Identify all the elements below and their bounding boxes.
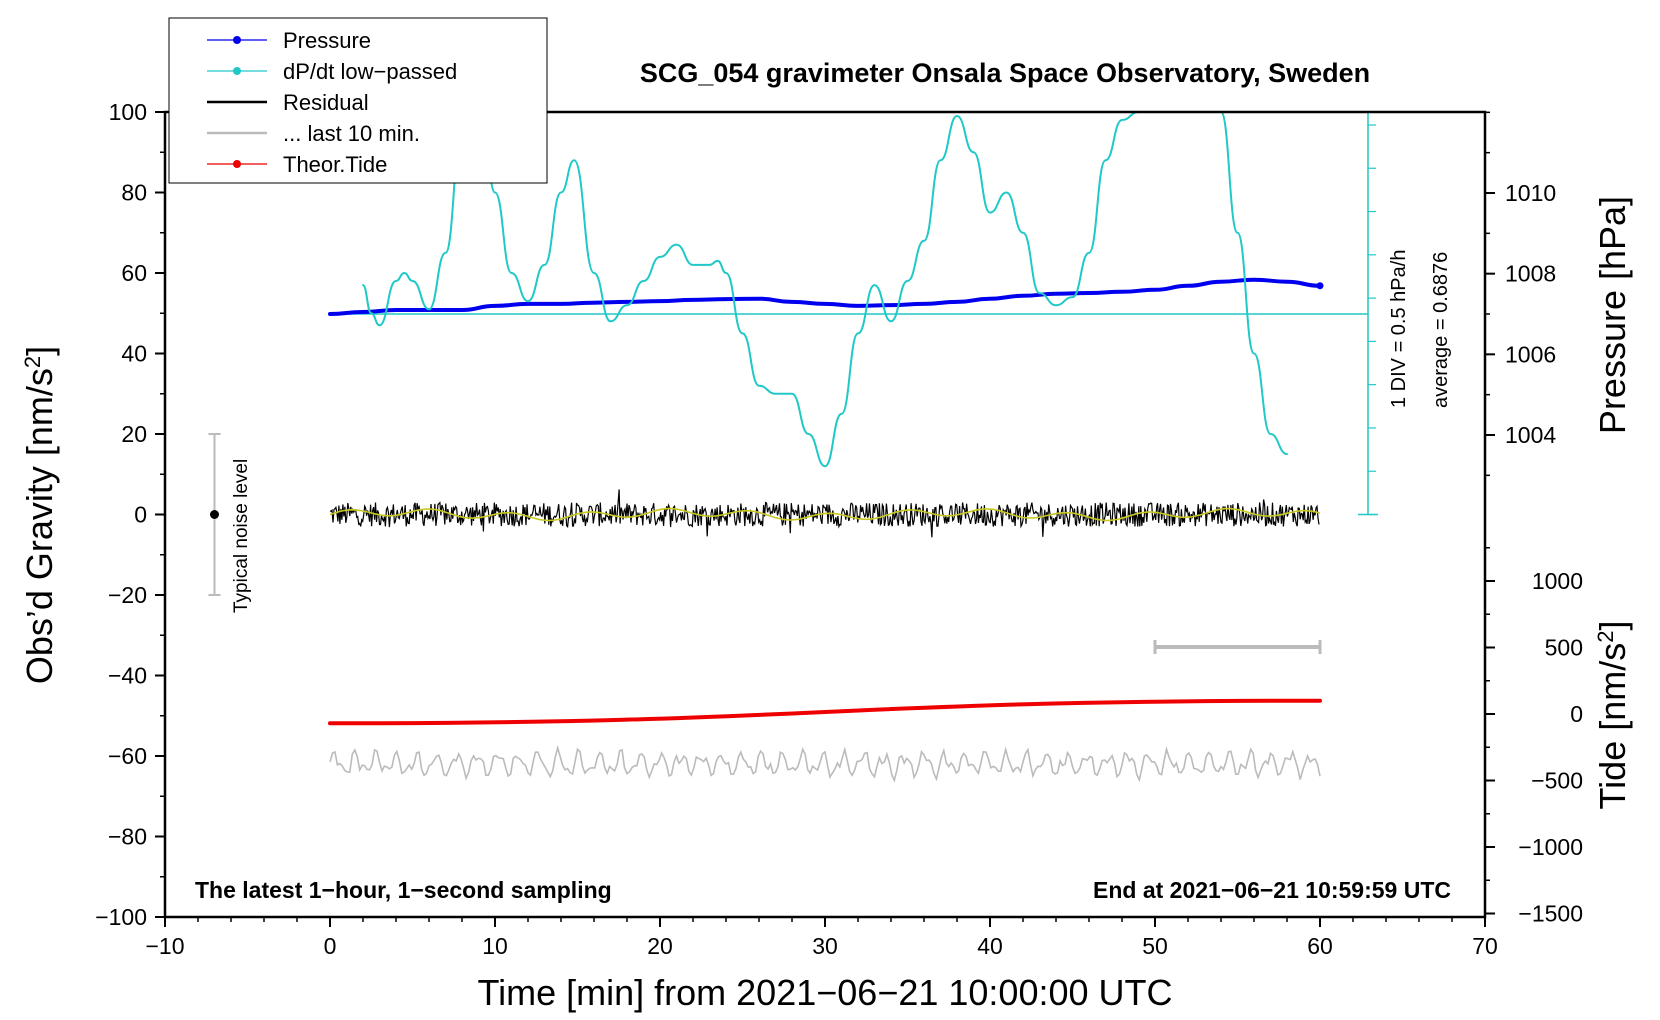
- legend-box: [168, 17, 548, 184]
- y-tide-tick-label: −500: [1531, 768, 1583, 794]
- pressure-end-point: [1316, 282, 1324, 290]
- footer-left-text: The latest 1−hour, 1−second sampling: [195, 877, 612, 903]
- y-left-tick-label: −100: [95, 904, 147, 930]
- legend-item: Residual: [207, 90, 369, 115]
- legend-item: Theor.Tide: [207, 152, 387, 177]
- footer-right-text: End at 2021−06−21 10:59:59 UTC: [1093, 877, 1451, 903]
- y-left-tick-label: 100: [109, 99, 147, 125]
- y-pressure-tick-label: 1010: [1505, 180, 1556, 206]
- y-tide-tick-label: 0: [1570, 701, 1583, 727]
- y-left-tick-label: −60: [108, 743, 147, 769]
- x-tick-label: 30: [812, 933, 838, 959]
- y-left-tick-label: 20: [121, 421, 147, 447]
- x-tick-label: 40: [977, 933, 1003, 959]
- y-left-tick-label: 0: [134, 502, 147, 528]
- y-tide-tick-label: 500: [1545, 635, 1583, 661]
- noise-bar-center-dot: [210, 510, 219, 519]
- y-axis-label-tide-main: Tide [nm/s: [1592, 643, 1633, 810]
- y-axis-label-tide: Tide [nm/s2]: [1592, 621, 1633, 810]
- y-axis-label-left-sup: 2: [20, 356, 45, 368]
- tide-series-line: [328, 698, 1322, 726]
- x-tick-label: 10: [482, 933, 508, 959]
- y-axis-label-tide-sup: 2: [1593, 631, 1618, 643]
- legend-item: ... last 10 min.: [207, 121, 420, 146]
- y-axis-label-left-main: Obs’d Gravity [nm/s: [19, 368, 60, 684]
- y-left-tick-label: −80: [108, 824, 147, 850]
- clipped-series-group: [328, 112, 1378, 783]
- y-left-tick-label: 40: [121, 341, 147, 367]
- y-axis-label-left-close: ]: [19, 346, 60, 356]
- x-tick-label: −10: [145, 933, 184, 959]
- pressure-series-line: [328, 277, 1322, 316]
- x-tick-label: 0: [324, 933, 337, 959]
- y-axis-label-pressure: Pressure [hPa]: [1592, 196, 1633, 434]
- last10-series-line: [329, 744, 1321, 783]
- legend-marker: [233, 160, 241, 168]
- y-left-tick-label: −40: [108, 663, 147, 689]
- y-tide-tick-label: −1500: [1518, 901, 1583, 927]
- y-pressure-tick-label: 1006: [1505, 341, 1556, 367]
- x-tick-label: 60: [1307, 933, 1333, 959]
- legend-label: ... last 10 min.: [283, 121, 420, 146]
- legend: Pressure dP/dt low−passed Residual ... last…: [168, 17, 548, 184]
- y-left-tick-label: 60: [121, 260, 147, 286]
- legend-label: dP/dt low−passed: [283, 59, 457, 84]
- y-tide-tick-label: −1000: [1518, 834, 1583, 860]
- dpdt-scale-label: 1 DIV = 0.5 hPa/h: [1388, 250, 1410, 408]
- x-tick-label: 20: [647, 933, 673, 959]
- legend-label: Residual: [283, 90, 369, 115]
- x-tick-label: 70: [1472, 933, 1498, 959]
- y-axis-label-left: Obs’d Gravity [nm/s2]: [19, 346, 60, 684]
- x-tick-label: 50: [1142, 933, 1168, 959]
- dpdt-average-label: average = 0.6876: [1430, 252, 1452, 408]
- x-axis-label: Time [min] from 2021−06−21 10:00:00 UTC: [477, 972, 1172, 1013]
- tick-layer: −10 0 10 20 30 40 50 60 70−100−80−60−40−20020406…: [95, 99, 1583, 959]
- y-axis-label-tide-close: ]: [1592, 621, 1633, 631]
- y-left-tick-label: 80: [121, 180, 147, 206]
- residual-series-line: [329, 489, 1320, 538]
- y-tide-tick-label: 1000: [1532, 568, 1583, 594]
- residual-smoothed-line: [329, 507, 1321, 522]
- data-layer: [208, 112, 1378, 783]
- chart-title: SCG_054 gravimeter Onsala Space Observat…: [640, 58, 1370, 88]
- legend-label: Theor.Tide: [283, 152, 387, 177]
- legend-item: dP/dt low−passed: [207, 59, 457, 84]
- legend-item: Pressure: [207, 28, 371, 53]
- y-left-tick-label: −20: [108, 582, 147, 608]
- legend-marker: [233, 36, 241, 44]
- legend-label: Pressure: [283, 28, 371, 53]
- legend-marker: [233, 67, 241, 75]
- y-pressure-tick-label: 1004: [1505, 422, 1556, 448]
- y-pressure-tick-label: 1008: [1505, 261, 1556, 287]
- noise-level-label: Typical noise level: [231, 459, 252, 613]
